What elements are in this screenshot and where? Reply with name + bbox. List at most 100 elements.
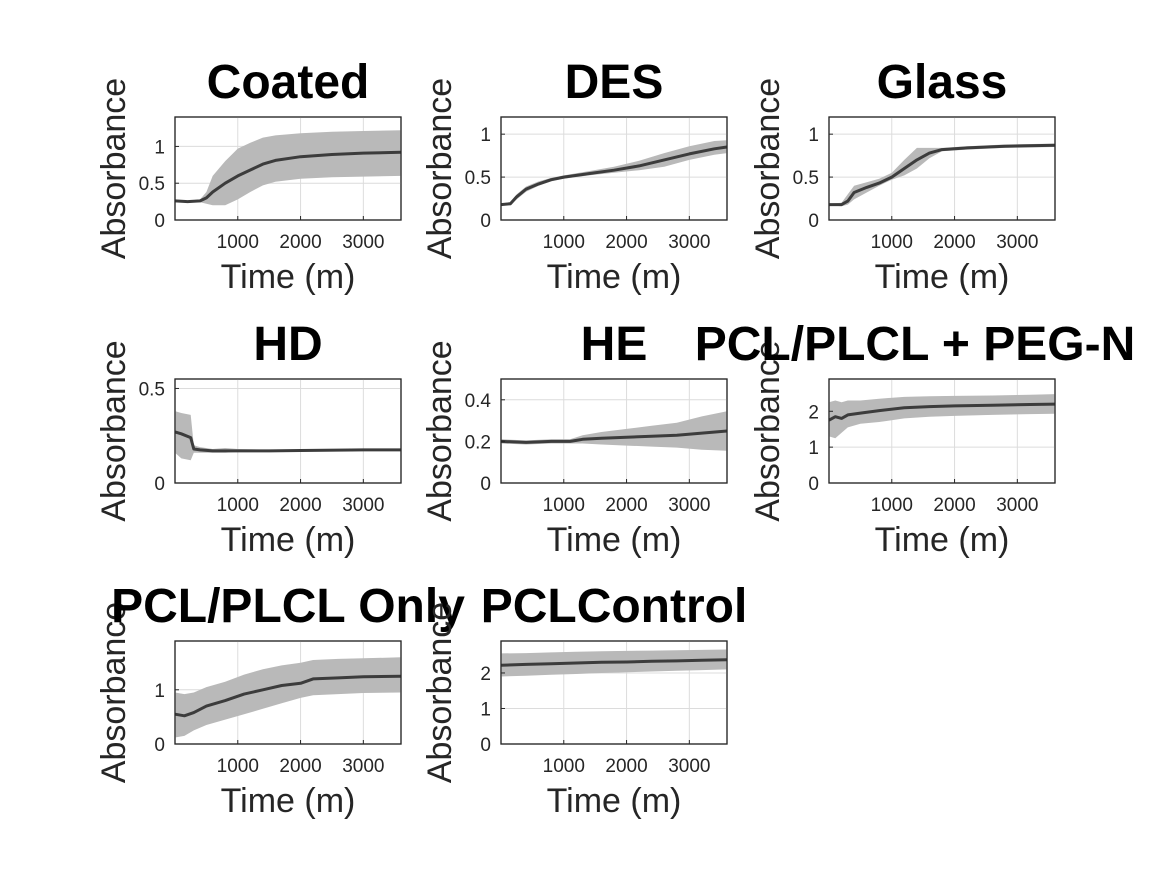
x-tick-label: 2000 — [605, 756, 647, 777]
subplot-title: PCLControl — [481, 580, 748, 633]
y-tick-label: 2 — [808, 402, 819, 423]
subplot-title: Glass — [877, 56, 1008, 109]
x-tick-label: 1000 — [543, 232, 585, 253]
subplot-2: 1000 2000 3000 0 0.5 1 Time (m) Absorbance Glass — [749, 56, 1056, 296]
y-tick-label: 0 — [808, 474, 819, 495]
x-axis-label: Time (m) — [221, 258, 356, 296]
y-tick-label: 1 — [480, 125, 491, 146]
y-tick-label: 0.5 — [793, 168, 819, 189]
axes-frame — [828, 378, 1056, 484]
y-axis-label: Absorbance — [421, 340, 459, 521]
subplot-3: 1000 2000 3000 0 0.5 Time (m) Absorbance HD — [95, 318, 402, 559]
subplot-title: Coated — [207, 56, 370, 109]
subplot-4: 1000 2000 3000 0 0.2 0.4 Time (m) Absorbance HE — [421, 318, 728, 559]
axes-background — [828, 116, 1056, 221]
axes-frame — [500, 640, 728, 745]
x-tick-label: 2000 — [279, 756, 321, 777]
subplot-title: HE — [581, 318, 648, 371]
axes-frame — [500, 378, 728, 484]
confidence-band — [501, 140, 727, 206]
subplot-7: 1000 2000 3000 0 1 2 Time (m) Absorbance PCLCont… — [421, 580, 747, 820]
x-tick-label: 3000 — [668, 495, 710, 516]
axes-frame — [174, 378, 402, 484]
x-axis-label: Time (m) — [221, 782, 356, 820]
y-tick-label: 0 — [480, 474, 491, 495]
x-tick-label: 2000 — [933, 232, 975, 253]
confidence-band — [175, 130, 401, 206]
x-tick-label: 3000 — [996, 232, 1038, 253]
y-axis-label: Absorbance — [95, 340, 133, 521]
y-tick-label: 0.5 — [139, 379, 165, 400]
x-axis-label: Time (m) — [547, 258, 682, 296]
x-tick-label: 1000 — [217, 756, 259, 777]
y-tick-label: 0.4 — [465, 391, 492, 412]
y-axis-label: Absorbance — [95, 602, 133, 783]
subplot-6: 1000 2000 3000 0 1 Time (m) AbsorbancePCL/PLCL… — [95, 580, 465, 820]
y-axis-label: Absorbance — [421, 78, 459, 259]
mean-line — [500, 658, 728, 667]
subplot-5: 1000 2000 3000 0 1 2 Time (m) AbsorbancePCL/PLC… — [695, 318, 1136, 559]
x-tick-label: 2000 — [279, 232, 321, 253]
x-tick-label: 2000 — [279, 495, 321, 516]
mean-line — [174, 430, 401, 453]
axes-background — [828, 378, 1056, 484]
x-tick-label: 1000 — [217, 495, 259, 516]
x-axis-label: Time (m) — [875, 258, 1010, 296]
y-tick-label: 2 — [480, 664, 491, 685]
axes-frame — [174, 116, 402, 221]
x-tick-label: 3000 — [996, 495, 1038, 516]
x-axis-label: Time (m) — [547, 782, 682, 820]
subplot-title: PCL/PLCL Only — [111, 580, 465, 633]
y-axis-label: Absorbance — [421, 602, 459, 783]
subplot-title: DES — [565, 56, 664, 109]
x-tick-label: 1000 — [217, 232, 259, 253]
mean-line — [829, 143, 1056, 207]
y-axis-label: Absorbance — [95, 78, 133, 259]
x-tick-label: 2000 — [605, 232, 647, 253]
x-tick-label: 1000 — [543, 756, 585, 777]
mean-line — [174, 150, 402, 204]
y-tick-label: 1 — [480, 699, 491, 720]
axes-frame — [500, 116, 728, 221]
x-tick-label: 1000 — [871, 495, 913, 516]
mean-line — [500, 145, 728, 207]
x-tick-label: 3000 — [342, 495, 384, 516]
subplot-title: HD — [253, 318, 322, 371]
y-tick-label: 0 — [480, 735, 491, 756]
x-tick-label: 2000 — [933, 495, 975, 516]
y-tick-label: 0.2 — [465, 432, 491, 453]
mean-line — [828, 402, 1056, 422]
subplot-1: 1000 2000 3000 0 0.5 1 Time (m) Absorbance DES — [421, 56, 728, 296]
mean-line — [500, 429, 728, 444]
x-tick-label: 3000 — [342, 232, 384, 253]
x-tick-label: 1000 — [543, 495, 585, 516]
x-tick-label: 2000 — [605, 495, 647, 516]
subplot-title: PCL/PLCL + PEG-N — [695, 318, 1136, 371]
axes-frame — [174, 640, 402, 745]
y-tick-label: 0.5 — [139, 174, 165, 195]
y-tick-label: 0 — [480, 211, 491, 232]
mean-line — [174, 674, 402, 718]
axes-frame — [828, 116, 1056, 221]
y-tick-label: 1 — [154, 137, 165, 158]
x-tick-label: 3000 — [342, 756, 384, 777]
x-axis-label: Time (m) — [547, 521, 682, 559]
confidence-band — [829, 143, 1055, 207]
subplot-0: 1000 2000 3000 0 0.5 1 Time (m) Absorbance Coate… — [95, 56, 402, 296]
y-tick-label: 1 — [154, 681, 165, 702]
y-axis-label: Absorbance — [749, 78, 787, 259]
y-tick-label: 0.5 — [465, 168, 491, 189]
x-tick-label: 3000 — [668, 756, 710, 777]
y-tick-label: 0 — [154, 735, 165, 756]
x-tick-label: 1000 — [871, 232, 913, 253]
x-axis-label: Time (m) — [221, 521, 356, 559]
y-tick-label: 1 — [808, 125, 819, 146]
y-tick-label: 0 — [154, 211, 165, 232]
x-tick-label: 3000 — [668, 232, 710, 253]
y-tick-label: 1 — [808, 438, 819, 459]
y-axis-label: Absorbance — [749, 340, 787, 521]
y-tick-label: 0 — [808, 211, 819, 232]
axes-background — [174, 378, 402, 484]
x-axis-label: Time (m) — [875, 521, 1010, 559]
